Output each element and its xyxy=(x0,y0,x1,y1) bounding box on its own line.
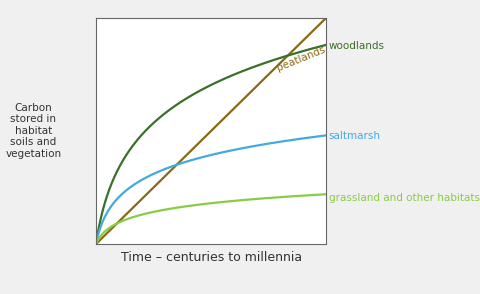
Text: grassland and other habitats held in succession: grassland and other habitats held in suc… xyxy=(329,193,480,203)
X-axis label: Time – centuries to millennia: Time – centuries to millennia xyxy=(120,251,302,264)
Text: peatlands: peatlands xyxy=(276,44,327,73)
Y-axis label: Carbon
stored in
habitat
soils and
vegetation: Carbon stored in habitat soils and veget… xyxy=(5,103,61,159)
Text: woodlands: woodlands xyxy=(329,41,384,51)
Text: saltmarsh: saltmarsh xyxy=(329,131,381,141)
